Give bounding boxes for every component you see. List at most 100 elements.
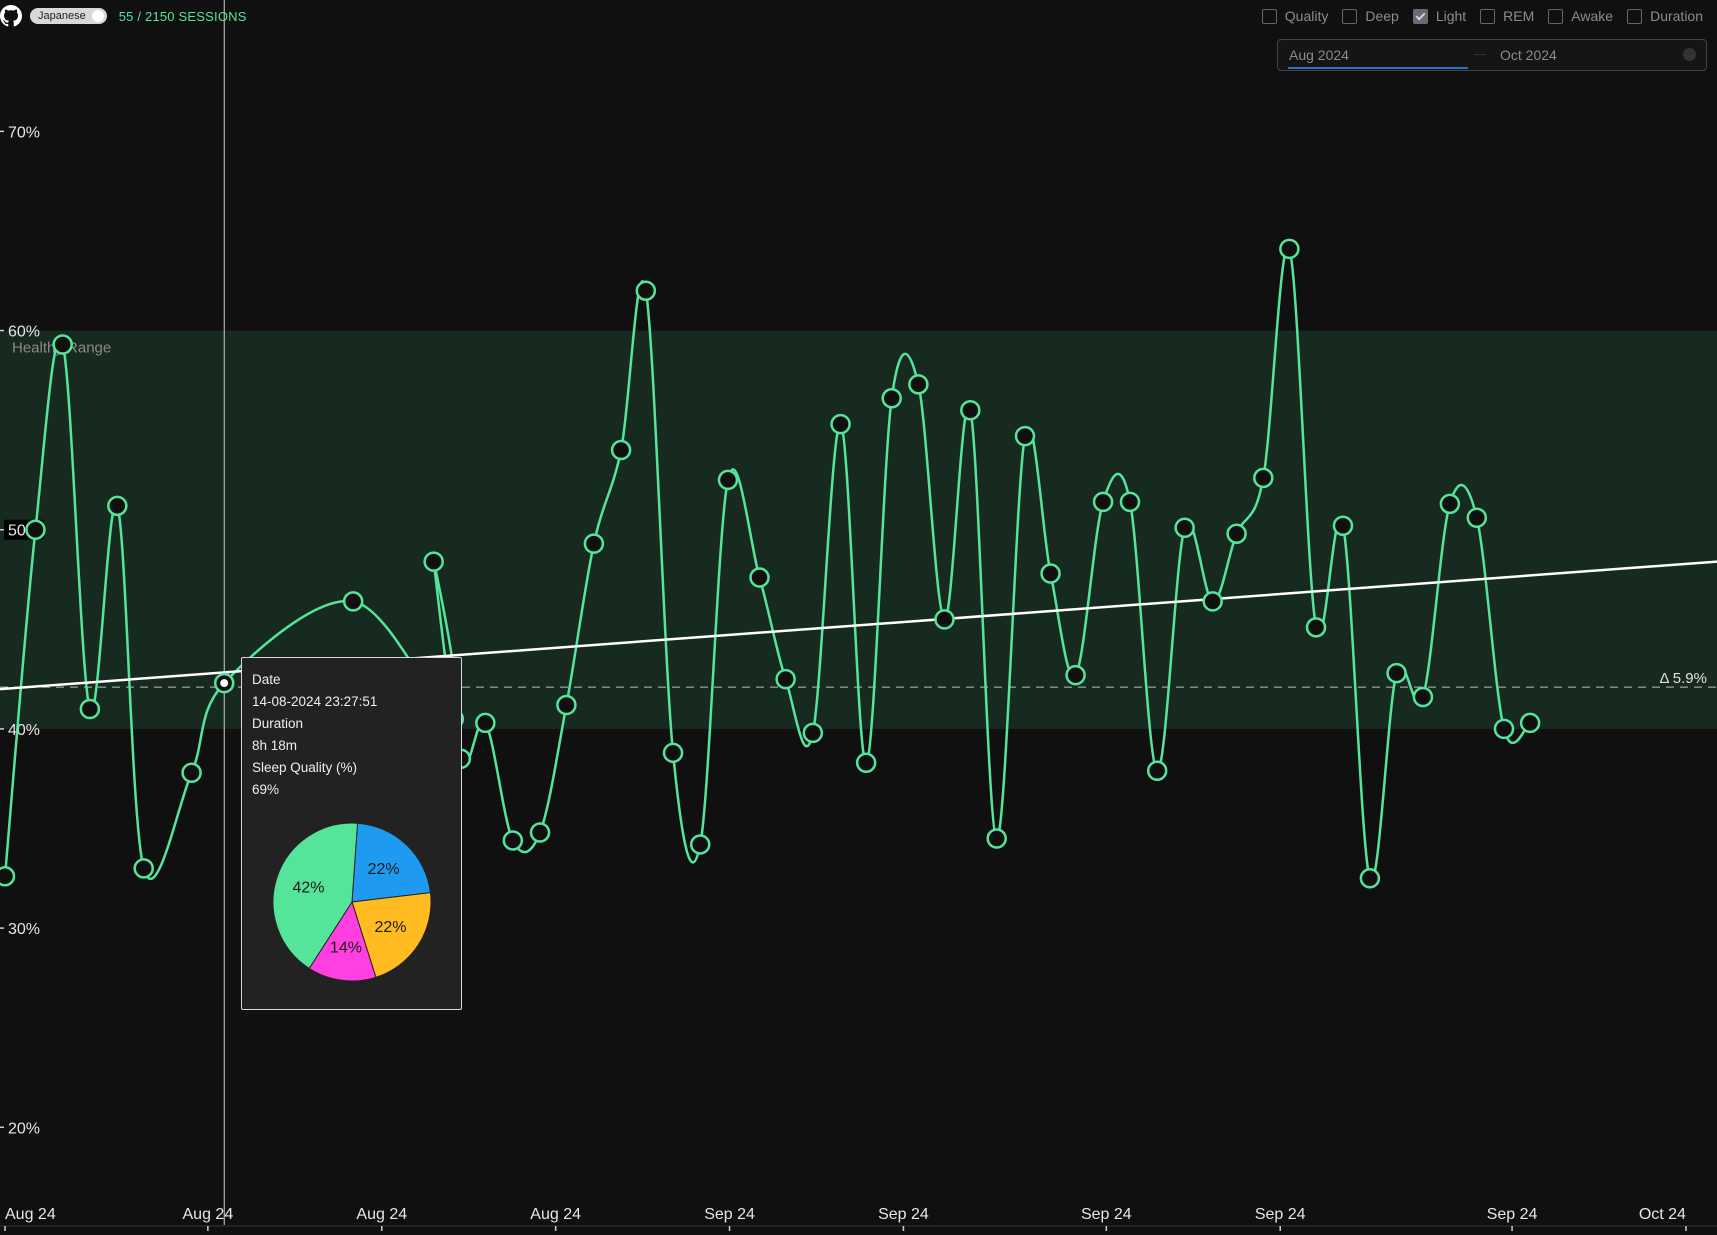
filter-label: Awake: [1571, 8, 1614, 24]
y-tick-label: 60%: [8, 324, 40, 341]
pie-slice: [351, 892, 432, 978]
data-point[interactable]: [1412, 686, 1434, 708]
data-point[interactable]: [934, 609, 955, 630]
y-tick-label: 20%: [8, 1120, 40, 1137]
data-point[interactable]: [749, 567, 770, 588]
data-point[interactable]: [502, 830, 524, 851]
data-point[interactable]: [1279, 238, 1300, 260]
awake-checkbox[interactable]: [1548, 8, 1564, 24]
light-checkbox[interactable]: [1412, 8, 1428, 24]
data-point[interactable]: [1439, 493, 1461, 515]
data-point[interactable]: [1332, 515, 1354, 536]
clear-icon[interactable]: [1683, 48, 1696, 61]
pie-slice-label: 22%: [368, 861, 400, 878]
pie-slice-label: 14%: [330, 939, 362, 956]
data-point[interactable]: [1305, 617, 1327, 638]
data-point[interactable]: [79, 698, 101, 720]
filter-label: Duration: [1650, 8, 1703, 24]
data-point[interactable]: [1146, 760, 1168, 781]
data-point[interactable]: [107, 495, 128, 517]
duration-checkbox[interactable]: [1627, 8, 1643, 24]
y-tick-label: 30%: [8, 921, 40, 938]
filter-light[interactable]: Light: [1412, 8, 1466, 24]
data-point[interactable]: [610, 439, 632, 461]
rem-checkbox[interactable]: [1480, 8, 1496, 24]
language-toggle[interactable]: Japanese: [30, 8, 107, 24]
data-point[interactable]: [986, 828, 1007, 849]
filter-awake[interactable]: Awake: [1548, 8, 1613, 24]
data-point[interactable]: [556, 694, 577, 716]
data-point[interactable]: [1202, 591, 1223, 612]
top-bar: Japanese 55 / 2150 SESSIONS: [0, 5, 247, 27]
data-point[interactable]: [583, 533, 605, 554]
tooltip-date-value: 14-08-2024 23:27:51: [252, 694, 378, 709]
data-point[interactable]: [1359, 868, 1381, 889]
data-point[interactable]: [1519, 712, 1541, 734]
data-point[interactable]: [529, 822, 551, 843]
x-tick-label: Sep 24: [704, 1206, 755, 1223]
data-point[interactable]: [52, 334, 73, 355]
tooltip-duration-label: Duration: [252, 716, 304, 731]
data-point[interactable]: [908, 374, 929, 395]
toggle-knob: [91, 10, 104, 22]
range-start-input[interactable]: Aug 2024: [1289, 47, 1349, 63]
pie-slice-label: 42%: [293, 880, 325, 897]
github-icon[interactable]: [0, 5, 22, 27]
x-axis: Aug 24 Aug 24 Aug 24 Aug 24 Sep 24 Sep 24 Sep …: [0, 1206, 1717, 1231]
data-point[interactable]: [717, 469, 739, 491]
data-point[interactable]: [0, 866, 16, 887]
data-point[interactable]: [1119, 491, 1141, 513]
y-tick-label: 40%: [8, 722, 40, 739]
data-point[interactable]: [1386, 662, 1407, 684]
data-point[interactable]: [855, 752, 877, 774]
x-tick-label: Sep 24: [878, 1206, 929, 1223]
range-end-input[interactable]: Oct 2024: [1500, 47, 1557, 63]
filter-label: Deep: [1365, 8, 1399, 24]
tooltip-quality-value: 69%: [252, 782, 280, 797]
data-points: [0, 238, 1541, 889]
data-point[interactable]: [881, 388, 902, 409]
deep-checkbox[interactable]: [1342, 8, 1358, 24]
sessions-count: 55 / 2150 SESSIONS: [118, 8, 247, 24]
data-point[interactable]: [802, 722, 824, 744]
data-point[interactable]: [1493, 718, 1515, 740]
date-range-picker[interactable]: Aug 2024 Oct 2024: [1277, 39, 1707, 71]
data-point[interactable]: [1014, 425, 1036, 447]
pie-slice-label: 22%: [374, 919, 406, 936]
x-tick-label: Sep 24: [1255, 1206, 1306, 1223]
data-point[interactable]: [1040, 563, 1061, 584]
data-point[interactable]: [342, 591, 364, 612]
data-point[interactable]: [635, 280, 657, 301]
x-tick-label: Aug 24: [5, 1206, 56, 1223]
data-point[interactable]: [1466, 507, 1488, 529]
data-point[interactable]: [1065, 664, 1086, 686]
delta-label: Δ 5.9%: [1659, 670, 1707, 687]
data-point[interactable]: [475, 712, 496, 734]
data-point[interactable]: [689, 834, 711, 855]
tooltip-date-label: Date: [252, 672, 281, 687]
pie-slice: [272, 822, 359, 970]
filter-duration[interactable]: Duration: [1627, 8, 1703, 24]
data-point[interactable]: [830, 413, 851, 435]
data-point[interactable]: [181, 762, 202, 783]
data-point[interactable]: [960, 399, 981, 421]
filter-rem[interactable]: REM: [1480, 8, 1534, 24]
data-point[interactable]: [423, 551, 444, 572]
quality-checkbox[interactable]: [1261, 8, 1277, 24]
data-point[interactable]: [1253, 467, 1274, 489]
filter-deep[interactable]: Deep: [1342, 8, 1399, 24]
data-point[interactable]: [662, 742, 684, 764]
data-point[interactable]: [133, 858, 154, 879]
data-point[interactable]: [1174, 517, 1195, 538]
pie-slice: [308, 900, 377, 982]
data-point[interactable]: [1226, 523, 1247, 544]
metric-filters: Quality Deep Light REM Awake Duration: [1261, 8, 1703, 24]
active-point-marker: [220, 679, 229, 688]
filter-quality[interactable]: Quality: [1261, 8, 1328, 24]
data-point[interactable]: [1092, 491, 1114, 513]
data-point[interactable]: [25, 519, 46, 540]
series-line: [3, 245, 1531, 882]
x-tick-label: Aug 24: [530, 1206, 581, 1223]
data-point[interactable]: [775, 668, 796, 690]
